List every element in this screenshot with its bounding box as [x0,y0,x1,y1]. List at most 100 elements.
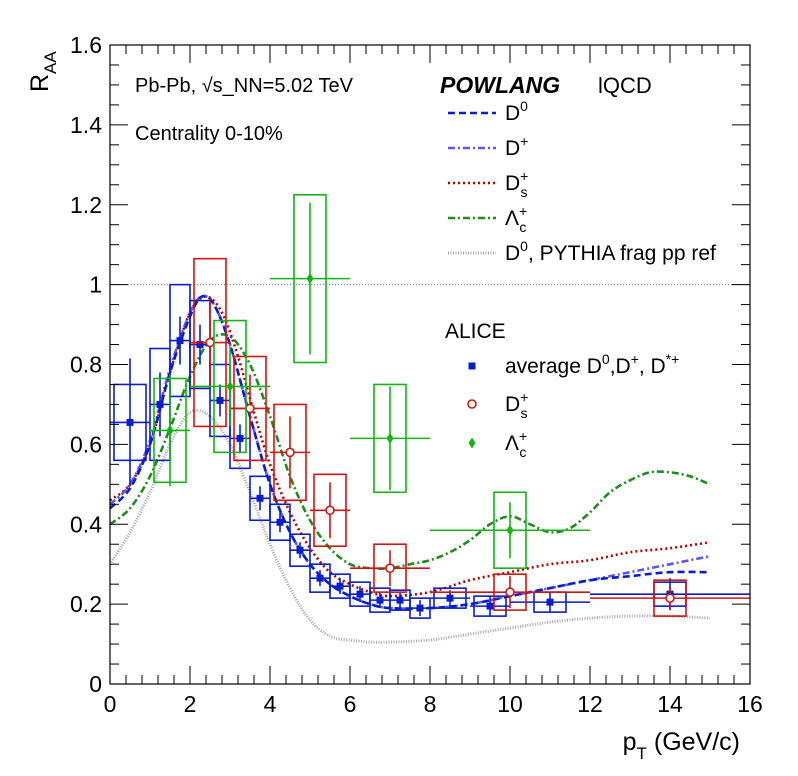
point-lambdac-1-marker [226,380,234,392]
legend-curve-label-2-sub: s [521,184,528,200]
point-d-average-3-marker [196,341,204,349]
y-axis-title-sub: AA [41,51,60,74]
y-tick-label-7: 1.4 [70,112,102,138]
legend-series-label-0-sup2: + [631,351,639,367]
model-curve-d0-pythia-frag-pp-ref [108,408,711,644]
x-tick-label-3: 6 [344,691,357,717]
point-d-average-10-marker [336,582,344,590]
point-ds-5-marker [505,587,515,597]
legend-curve-label-0-sup: 0 [520,98,528,114]
legend-curve-label-1-main: D [505,137,520,160]
legend-curve-label-1-sup: + [520,133,528,149]
point-d-average-2-marker [176,337,184,345]
y-axis-title: RAA [26,51,60,92]
legend-curve-label-4-sup: 0 [520,238,528,254]
point-lambdac-4-marker [506,524,514,536]
point-d-average-1-marker [156,400,164,408]
legend-curve-label-1: D+ [505,133,528,160]
x-tick-label-1: 2 [184,691,197,717]
legend-model-subtitle: lQCD [598,73,652,98]
point-ds-2-marker [285,447,295,458]
y-tick-label-1: 0.2 [70,591,102,617]
axes-layer: 0 2 4 6 8 10 12 14 16 0 0.2 0.4 0.6 0.8 1 1.2 1.4 1.6 [70,32,763,717]
point-d-average-0-marker [126,418,134,426]
x-axis-title-unit: (GeV/c) [647,728,740,756]
legend-marker-2 [468,437,476,449]
legend-series-label-1-main: D [505,393,520,416]
legend-curve-label-4: D0, PYTHIA frag pp ref [505,238,716,265]
legend-model-title: POWLANG [440,72,560,98]
data-points-layer [110,193,750,619]
point-lambdac-3-marker [386,432,394,444]
legend-layer: D0D+D+ sΛ+ cD0, PYTHIA frag pp refaverage … [448,98,716,460]
legend-curve-label-0: D0 [505,98,528,125]
legend-marker-0 [468,362,476,370]
point-d-average-16-marker [486,602,494,610]
point-d-average-5-marker [236,434,244,442]
point-d-average-12-marker [376,596,384,604]
point-d-average-13-marker [396,596,404,604]
legend-curve-label-3: Λ+ c [505,203,527,235]
model-curve-ds- [109,295,711,598]
legend-series-label-1: D+ s [505,389,528,421]
legend-series-label-2-sub: c [519,444,526,460]
point-d-average-14-marker [416,604,424,612]
annotation-centrality: Centrality 0-10% [135,123,283,145]
legend-curve-label-2-main: D [505,172,520,195]
x-axis-title-p: p [623,728,637,756]
legend-series-label-2-main: Λ [505,432,519,455]
x-tick-label-0: 0 [104,691,117,717]
legend-series-label-0-a: average D [505,355,602,378]
point-ds-3-marker [325,505,335,516]
x-tick-label-2: 4 [264,691,277,717]
legend-curve-label-0-main: D [505,102,520,125]
point-d-average-4-marker [216,396,224,404]
legend-series-label-1-sup: + [520,389,528,405]
x-axis-title: pT (GeV/c) [623,728,740,763]
x-tick-label-6: 12 [577,691,603,717]
y-tick-label-8: 1.6 [70,32,102,58]
y-tick-label-0: 0 [89,671,102,697]
legend-curve-label-2: D+ s [505,168,528,200]
legend-series-label-0-sup3: *+ [666,351,680,367]
point-d-average-9-marker [316,574,324,582]
legend-curve-label-3-main: Λ [505,207,519,230]
point-d-average-11-marker [356,590,364,598]
y-tick-label-4: 0.8 [70,352,102,378]
y-tick-label-3: 0.6 [70,431,102,457]
point-d-average-15-marker [446,594,454,602]
x-tick-label-4: 8 [424,691,437,717]
point-lambdac-0-marker [166,424,174,436]
point-d-average-17-marker [546,598,554,606]
x-axis-title-sub: T [637,744,647,763]
legend-curve-label-4-suffix: , PYTHIA frag pp ref [528,242,716,265]
legend-curve-label-4-main: D [505,242,520,265]
legend-curve-label-3-sup: + [519,203,527,219]
point-lambdac-2-marker [306,273,314,285]
legend-experiment-title: ALICE [445,320,506,343]
y-tick-label-5: 1 [89,272,102,298]
x-tick-label-8: 16 [737,691,763,717]
legend-series-label-0-b: ,D [610,355,631,378]
point-d-average-7-marker [276,518,284,526]
legend-curve-label-3-sub: c [519,219,526,235]
legend-series-label-2-sup: + [519,428,527,444]
legend-series-label-1-sub: s [521,405,528,421]
legend-series-label-0: average D0,D+, D*+ [505,351,679,378]
y-axis-title-r: R [26,74,54,92]
legend-curve-label-2-sup: + [520,168,528,184]
legend-marker-1 [467,399,477,409]
legend-series-label-2: Λ+ c [505,428,527,460]
point-d-average-8-marker [296,546,304,554]
point-d-average-6-marker [256,494,264,502]
legend-series-label-0-sup1: 0 [602,351,610,367]
x-tick-label-5: 10 [497,691,523,717]
point-ds-0-marker [205,337,215,348]
point-ds-6-marker [665,593,675,603]
annotation-system: Pb-Pb, √s_NN=5.02 TeV [135,75,354,97]
y-tick-label-2: 0.4 [70,511,102,537]
y-tick-label-6: 1.2 [70,192,102,218]
x-tick-label-7: 14 [657,691,683,717]
